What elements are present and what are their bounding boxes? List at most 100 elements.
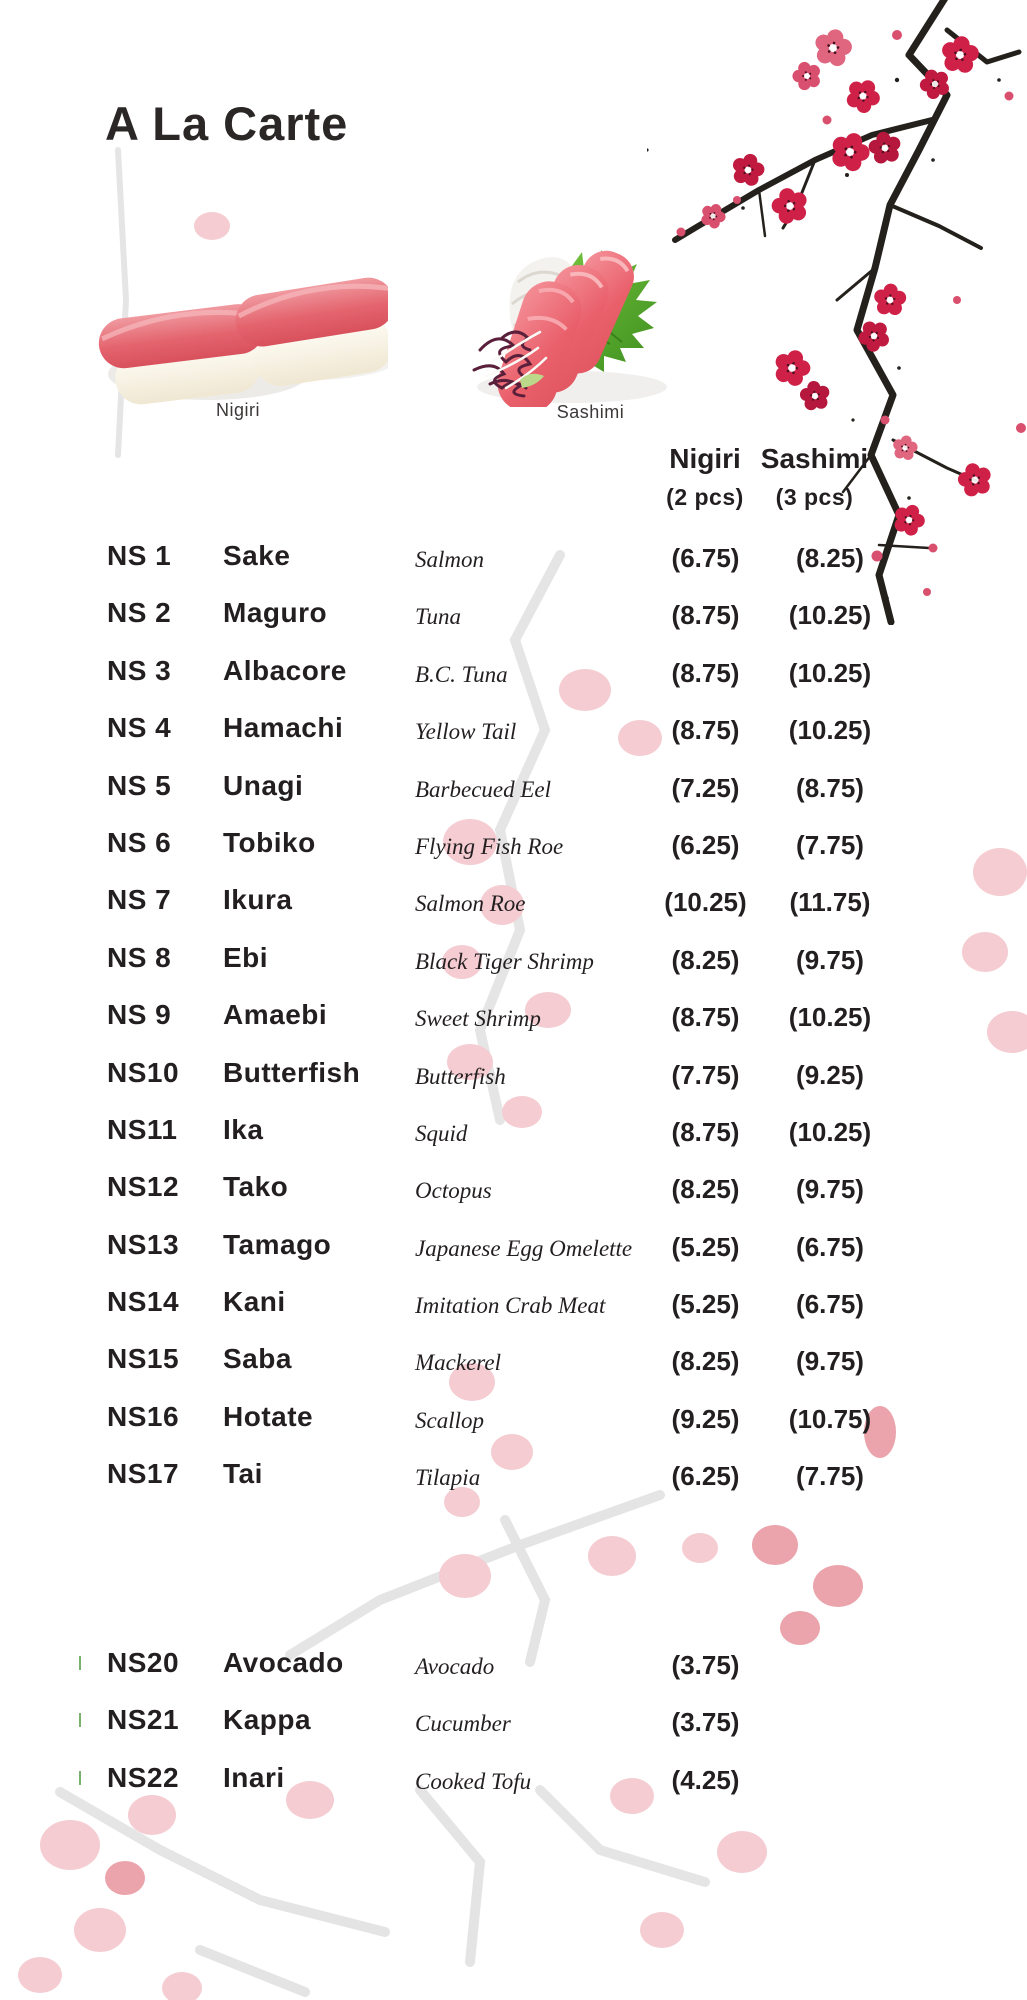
- sashimi-photo-caption: Sashimi: [556, 402, 625, 422]
- item-name: Sake: [223, 540, 291, 571]
- item-price-sashimi: (6.75): [796, 1231, 864, 1262]
- item-code: NS 9: [107, 999, 172, 1031]
- item-price-sashimi: (9.75): [796, 1174, 864, 1205]
- item-price-nigiri: (4.25): [671, 1764, 740, 1795]
- menu-row: NS 7 Ikura Salmon Roe (10.25) (11.75): [0, 882, 1027, 939]
- item-code: NS21: [107, 1704, 180, 1736]
- menu-row: NS 5 Unagi Barbecued Eel (7.25) (8.75): [0, 768, 1027, 825]
- item-price-sashimi: (10.25): [788, 1002, 872, 1033]
- item-name: Saba: [223, 1343, 292, 1375]
- menu-row: NS22 Inari Cooked Tofu (4.25): [0, 1760, 1027, 1817]
- column-header-nigiri: Nigiri (2 pcs): [645, 443, 765, 511]
- item-description: Mackerel: [415, 1350, 501, 1376]
- item-price-sashimi: (10.25): [788, 657, 872, 688]
- item-description: Butterfish: [415, 1063, 506, 1089]
- item-price-sashimi: (10.75): [788, 1403, 872, 1434]
- item-price-sashimi: (9.25): [796, 1059, 864, 1090]
- item-description: Flying Fish Roe: [415, 833, 564, 859]
- item-description: Tuna: [415, 604, 462, 630]
- item-price-sashimi: (10.25): [788, 600, 872, 631]
- item-price-sashimi: (8.25): [796, 543, 864, 573]
- item-description: Barbecued Eel: [415, 776, 552, 802]
- vegetarian-items-list: NS20 Avocado Avocado (3.75): [0, 1645, 1027, 1817]
- item-description: Octopus: [415, 1178, 492, 1204]
- vegetarian-leaf-icon: [68, 1705, 92, 1732]
- item-description: B.C. Tuna: [415, 661, 508, 687]
- menu-row: NS 4 Hamachi Yellow Tail (8.75) (10.25): [0, 710, 1027, 767]
- item-description: Scallop: [415, 1407, 484, 1433]
- item-price-nigiri: (9.25): [671, 1403, 740, 1434]
- item-description: Sweet Shrimp: [415, 1006, 541, 1032]
- vegetarian-leaf-icon: [68, 1648, 92, 1675]
- item-code: NS13: [107, 1228, 180, 1260]
- item-name: Tamago: [223, 1228, 332, 1260]
- nigiri-photo-caption: Nigiri: [215, 400, 260, 420]
- menu-row: NS 1 Sake Salmon (6.75) (8.25): [0, 538, 1027, 595]
- item-name: Ika: [223, 1113, 264, 1145]
- item-code: NS 5: [107, 769, 172, 801]
- menu-row: NS 3 Albacore B.C. Tuna (8.75) (10.25): [0, 653, 1027, 710]
- item-price-nigiri: (7.75): [671, 1059, 740, 1090]
- nigiri-piece: [235, 277, 388, 386]
- item-price-nigiri: (5.25): [671, 1289, 740, 1320]
- item-code: NS 2: [107, 597, 172, 629]
- item-name: Hamachi: [223, 712, 344, 744]
- item-price-sashimi: (9.75): [796, 1346, 864, 1377]
- item-price-nigiri: (8.75): [671, 1116, 740, 1147]
- item-description: Salmon: [415, 547, 484, 572]
- item-code: NS 1: [107, 540, 172, 571]
- item-code: NS14: [107, 1286, 180, 1318]
- blossom-branch-illustration: [647, 0, 1026, 625]
- item-price-nigiri: (8.25): [671, 944, 740, 975]
- item-price-sashimi: (7.75): [796, 829, 864, 860]
- menu-row: NS15 Saba Mackerel (8.25) (9.75): [0, 1341, 1027, 1398]
- item-name: Tai: [223, 1458, 263, 1490]
- item-name: Kani: [223, 1286, 286, 1318]
- item-name: Maguro: [223, 597, 328, 629]
- item-name: Hotate: [223, 1400, 314, 1432]
- item-price-sashimi: (8.75): [796, 772, 864, 803]
- menu-row: NS 8 Ebi Black Tiger Shrimp (8.25) (9.75…: [0, 940, 1027, 997]
- item-name: Butterfish: [223, 1056, 361, 1088]
- item-price-nigiri: (8.25): [671, 1346, 740, 1377]
- item-code: NS22: [107, 1761, 180, 1793]
- item-description: Salmon Roe: [415, 891, 526, 917]
- item-price-nigiri: (8.75): [671, 715, 740, 746]
- item-price-nigiri: (8.75): [671, 600, 740, 631]
- item-name: Kappa: [223, 1704, 312, 1736]
- vegetarian-leaf-icon: [68, 1763, 92, 1790]
- item-name: Inari: [223, 1761, 285, 1793]
- item-description: Tilapia: [415, 1465, 481, 1491]
- item-description: Yellow Tail: [415, 719, 517, 745]
- menu-items-list: NS 1 Sake Salmon (6.75) (8.25): [0, 538, 1027, 1514]
- item-price-nigiri: (7.25): [671, 772, 740, 803]
- item-description: Black Tiger Shrimp: [415, 948, 594, 974]
- item-name: Ebi: [223, 941, 269, 973]
- item-price-nigiri: (5.25): [671, 1231, 740, 1262]
- item-description: Japanese Egg Omelette: [415, 1235, 633, 1261]
- menu-row: NS10 Butterfish Butterfish (7.75) (9.25): [0, 1055, 1027, 1112]
- menu-row: NS13 Tamago Japanese Egg Omelette (5.25)…: [0, 1227, 1027, 1284]
- menu-row: NS 2 Maguro Tuna (8.75) (10.25): [0, 595, 1027, 652]
- item-code: NS12: [107, 1171, 180, 1203]
- column-header-sashimi-label: Sashimi: [760, 443, 869, 474]
- menu-row: NS 6 Tobiko Flying Fish Roe (6.25) (7.75…: [0, 825, 1027, 882]
- column-header-nigiri-sublabel: (2 pcs): [666, 484, 744, 510]
- item-price-nigiri: (8.75): [671, 657, 740, 688]
- column-header-nigiri-label: Nigiri: [669, 443, 741, 474]
- item-code: NS11: [107, 1113, 178, 1145]
- item-name: Unagi: [223, 769, 304, 801]
- item-code: NS 7: [107, 884, 172, 916]
- item-name: Amaebi: [223, 999, 328, 1031]
- item-description: Imitation Crab Meat: [415, 1293, 606, 1319]
- sashimi-photo: [472, 250, 667, 407]
- item-code: NS 8: [107, 941, 172, 973]
- item-price-nigiri: (3.75): [671, 1707, 740, 1738]
- item-price-sashimi: (10.25): [788, 715, 872, 746]
- menu-row: NS14 Kani Imitation Crab Meat (5.25) (6.…: [0, 1284, 1027, 1341]
- page-title: A La Carte: [105, 97, 349, 150]
- item-code: NS17: [107, 1458, 180, 1490]
- item-price-sashimi: (11.75): [789, 887, 871, 918]
- item-code: NS15: [107, 1343, 180, 1375]
- menu-row: NS11 Ika Squid (8.75) (10.25): [0, 1112, 1027, 1169]
